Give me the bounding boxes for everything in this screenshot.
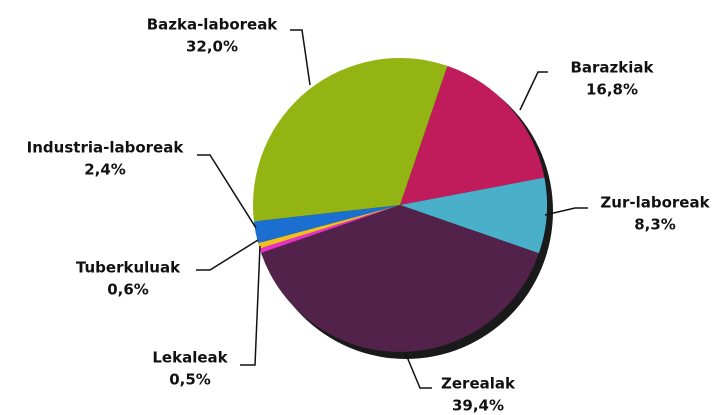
- leader-line: [404, 351, 432, 389]
- slice-value: 8,3%: [634, 216, 676, 234]
- slice-value: 2,4%: [84, 161, 126, 179]
- pie-slice: [261, 205, 539, 352]
- slice-value: 39,4%: [452, 397, 504, 415]
- pie-slice: [259, 205, 400, 253]
- slice-value: 0,5%: [169, 371, 211, 389]
- slice-label: Zerealak: [441, 375, 516, 393]
- slice-value: 32,0%: [186, 38, 238, 56]
- pie-slice: [400, 177, 547, 254]
- slice-label: Barazkiak: [570, 59, 654, 77]
- leader-line: [290, 29, 311, 86]
- slice-label: Zur-laboreak: [600, 194, 710, 212]
- pie-slice: [253, 205, 400, 244]
- leader-line: [240, 245, 261, 366]
- leader-line: [196, 239, 259, 271]
- leader-line: [519, 71, 548, 111]
- slice-label: Bazka-laboreak: [147, 16, 279, 34]
- pie-slice: [400, 65, 545, 205]
- pie-slice: [258, 205, 400, 249]
- slice-value: 0,6%: [107, 281, 149, 299]
- slice-label: Lekaleak: [152, 349, 228, 367]
- slice-label: Industria-laboreak: [27, 139, 185, 157]
- leader-line: [197, 154, 257, 229]
- leader-line: [544, 207, 588, 216]
- slice-label: Tuberkuluak: [76, 259, 181, 277]
- slice-value: 16,8%: [586, 81, 638, 99]
- pie-slice: [253, 57, 448, 222]
